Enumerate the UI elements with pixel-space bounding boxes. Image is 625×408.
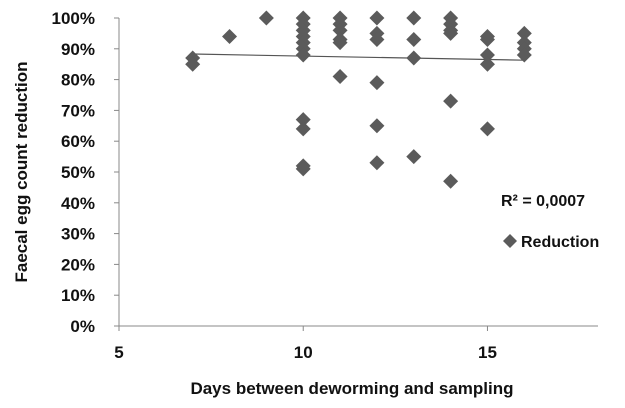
data-point-marker	[295, 161, 311, 177]
data-point-marker	[369, 118, 385, 134]
data-point-marker	[369, 75, 385, 91]
data-point-marker	[479, 56, 495, 72]
data-point-marker	[295, 121, 311, 137]
y-tick-label: 20%	[61, 255, 95, 274]
x-axis-ticks	[118, 326, 488, 331]
y-axis-ticks	[114, 17, 119, 327]
trendline	[192, 53, 525, 61]
legend-label: Reduction	[521, 234, 599, 251]
data-point-marker	[479, 121, 495, 137]
data-point-marker	[369, 10, 385, 26]
data-point-marker	[332, 69, 348, 85]
r-squared-annotation: R² = 0,0007	[501, 193, 585, 210]
y-tick-label: 80%	[61, 71, 95, 90]
data-point-marker	[516, 47, 532, 63]
y-axis-title: Faecal egg count reduction	[12, 61, 31, 282]
data-point-marker	[406, 149, 422, 165]
data-point-marker	[479, 47, 495, 63]
data-point-marker	[443, 25, 459, 41]
x-tick-label: 5	[114, 343, 123, 362]
x-axis-tick-labels: 5 10 15	[114, 343, 497, 362]
data-point-marker	[369, 32, 385, 48]
legend: Reduction	[503, 234, 599, 251]
y-tick-label: 10%	[61, 286, 95, 305]
y-tick-label: 60%	[61, 132, 95, 151]
x-tick-label: 15	[478, 343, 497, 362]
data-point-marker	[479, 32, 495, 48]
data-points	[185, 10, 532, 189]
x-axis-title: Days between deworming and sampling	[190, 379, 513, 398]
data-point-marker	[406, 32, 422, 48]
y-axis-tick-labels: 0% 10% 20% 30% 40% 50% 60% 70% 80% 90% 100%	[52, 9, 95, 336]
legend-marker-icon	[503, 234, 517, 248]
y-tick-label: 50%	[61, 163, 95, 182]
data-point-marker	[295, 112, 311, 128]
data-point-marker	[443, 173, 459, 189]
y-tick-label: 30%	[61, 225, 95, 244]
data-point-marker	[185, 56, 201, 72]
data-point-marker	[332, 35, 348, 51]
data-point-marker	[222, 28, 238, 44]
y-tick-label: 0%	[70, 317, 95, 336]
data-point-marker	[258, 10, 274, 26]
data-point-marker	[332, 22, 348, 38]
data-point-marker	[406, 10, 422, 26]
y-tick-label: 40%	[61, 194, 95, 213]
data-point-marker	[369, 155, 385, 171]
data-point-marker	[443, 93, 459, 109]
data-point-marker	[295, 47, 311, 63]
axes	[114, 17, 598, 331]
data-point-marker	[406, 50, 422, 66]
y-tick-label: 100%	[52, 9, 95, 28]
y-tick-label: 70%	[61, 101, 95, 120]
x-tick-label: 10	[294, 343, 313, 362]
data-point-marker	[516, 25, 532, 41]
y-tick-label: 90%	[61, 40, 95, 59]
